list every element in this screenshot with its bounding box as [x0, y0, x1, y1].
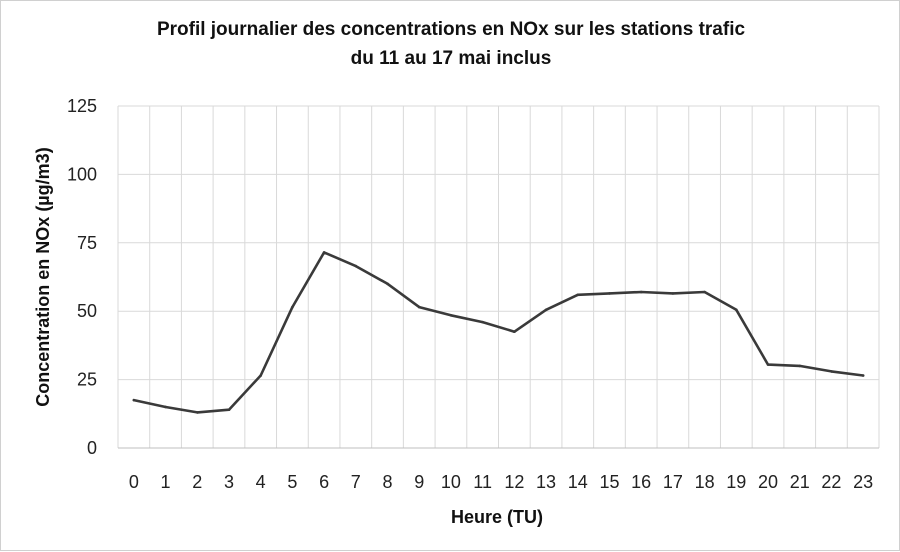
x-tick-label: 14: [568, 472, 588, 492]
x-tick-label: 15: [599, 472, 619, 492]
data-point: [322, 251, 326, 254]
data-point: [354, 264, 358, 268]
x-tick-label: 16: [631, 472, 651, 492]
x-tick-label: 21: [790, 472, 810, 492]
x-tick-label: 11: [473, 472, 492, 492]
chart-subtitle: du 11 au 17 mai inclus: [350, 48, 552, 69]
data-point: [798, 364, 802, 368]
y-tick-label: 50: [77, 301, 97, 321]
x-axis-title: Heure (TU): [451, 507, 543, 527]
chart-title-block: Profil journalier des concentrations en …: [1, 15, 900, 73]
x-axis-ticks: 0 1 2 3 4 5 6 7 8 9 10 11 12 13 14 15 16 17 18 19 20 21 22 23: [129, 472, 873, 492]
x-tick-label: 22: [821, 472, 841, 492]
data-point: [449, 314, 453, 317]
data-point: [259, 374, 262, 377]
data-point: [386, 282, 389, 286]
x-tick-label: 20: [758, 472, 778, 492]
y-tick-label: 75: [77, 233, 97, 253]
x-tick-label: 13: [536, 472, 556, 492]
data-point: [132, 398, 136, 402]
data-point: [766, 363, 770, 366]
data-point: [164, 405, 167, 409]
x-tick-label: 7: [351, 472, 361, 492]
data-point: [195, 411, 199, 414]
x-tick-label: 1: [161, 472, 171, 492]
x-tick-label: 23: [853, 472, 873, 492]
data-point: [576, 293, 580, 297]
y-axis-title: Concentration en NOx (µg/m3): [33, 147, 53, 406]
x-tick-label: 4: [256, 472, 266, 492]
x-tick-label: 19: [726, 472, 746, 492]
data-point: [608, 292, 611, 295]
data-point: [830, 370, 833, 373]
data-point: [735, 308, 738, 312]
y-tick-label: 100: [67, 164, 97, 184]
x-tick-label: 0: [129, 472, 139, 492]
data-point: [703, 290, 706, 294]
data-point: [291, 305, 294, 309]
data-point: [513, 330, 516, 334]
chart-title: Profil journalier des concentrations en …: [156, 19, 746, 40]
y-axis-ticks: 0 25 50 75 100 125: [67, 96, 97, 458]
gridlines: [117, 105, 880, 449]
y-tick-label: 125: [67, 96, 97, 116]
data-point: [671, 292, 675, 295]
data-point: [861, 374, 865, 377]
x-tick-label: 12: [504, 472, 524, 492]
x-tick-label: 3: [224, 472, 234, 492]
x-tick-label: 8: [383, 472, 393, 492]
x-tick-label: 9: [414, 472, 424, 492]
data-point: [544, 308, 548, 312]
x-tick-label: 5: [287, 472, 297, 492]
data-point: [417, 305, 421, 309]
data-point: [639, 290, 643, 294]
series-line: [132, 251, 865, 414]
x-tick-label: 17: [663, 472, 683, 492]
data-point: [227, 408, 231, 411]
x-tick-label: 18: [695, 472, 715, 492]
x-tick-label: 2: [192, 472, 202, 492]
data-point: [481, 320, 484, 324]
x-tick-label: 6: [319, 472, 329, 492]
y-tick-label: 0: [87, 438, 97, 458]
x-tick-label: 10: [441, 472, 461, 492]
y-tick-label: 25: [77, 370, 97, 390]
series-layer: [132, 251, 865, 414]
